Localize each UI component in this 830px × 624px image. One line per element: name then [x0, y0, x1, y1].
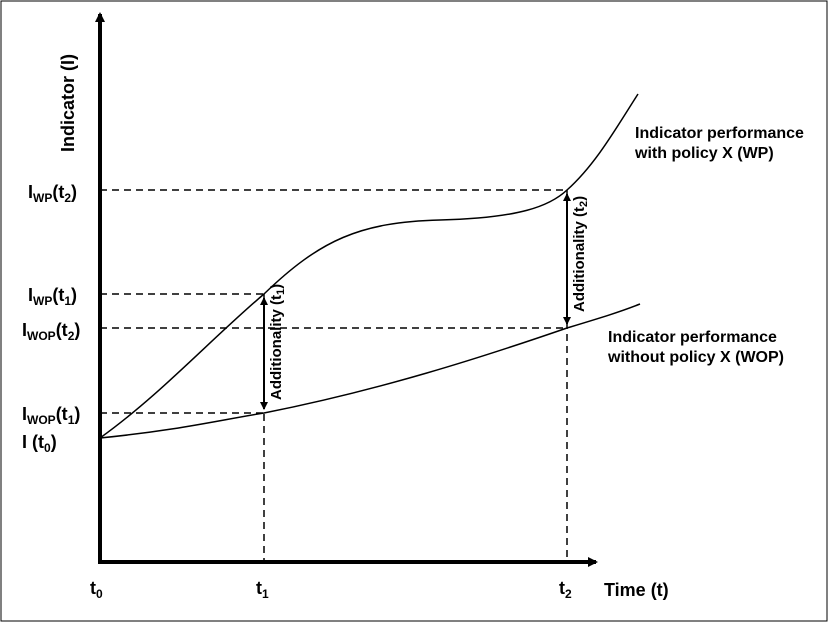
label-iwop-t2: IWOP(t2)	[22, 320, 80, 343]
wp-curve-label: Indicator performance with policy X (WP)	[634, 125, 808, 162]
guide-lines	[100, 189, 568, 560]
wp-curve	[99, 93, 639, 439]
label-t2: t2	[559, 578, 572, 601]
additionality-t1-label: Additionality (t1)	[268, 284, 287, 400]
label-iwp-t2: IWP(t2)	[28, 182, 77, 205]
x-axis-title: Time (t)	[604, 580, 669, 600]
wop-curve-label: Indicator performance without policy X (…	[607, 329, 784, 366]
label-t0: t0	[90, 578, 103, 601]
label-i-t0: I (t0)	[22, 432, 57, 455]
label-iwop-t1: IWOP(t1)	[22, 404, 80, 427]
label-t1: t1	[256, 578, 269, 601]
y-axis-title: Indicator (I)	[58, 54, 78, 152]
label-iwp-t1: IWP(t1)	[28, 285, 77, 308]
additionality-t2-label: Additionality (t2)	[571, 196, 590, 312]
wop-curve	[99, 303, 641, 439]
